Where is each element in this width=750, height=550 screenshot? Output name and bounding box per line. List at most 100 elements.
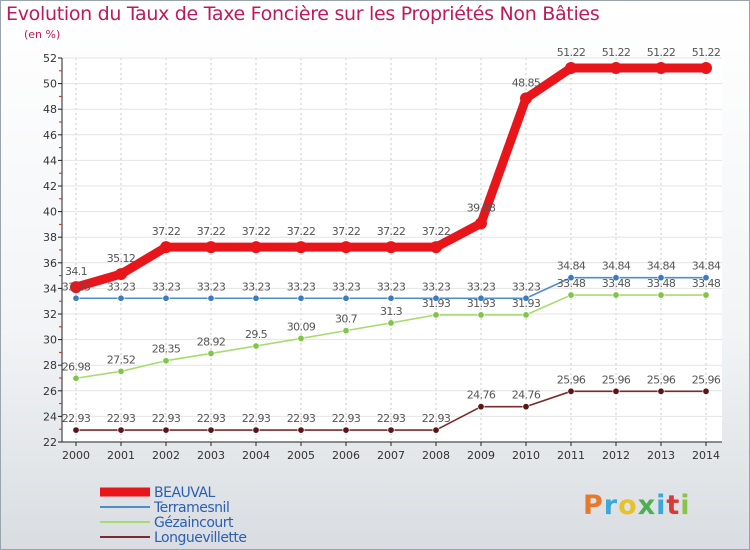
data-point: [117, 367, 125, 375]
data-point: [295, 241, 307, 254]
data-label: 33.48: [647, 277, 676, 290]
y-tick-label: 28: [43, 359, 57, 372]
y-unit-label: (en %): [24, 28, 61, 41]
data-point: [387, 294, 395, 302]
data-point: [430, 241, 442, 254]
data-point: [250, 241, 262, 254]
data-label: 37.22: [152, 225, 181, 238]
data-label: 22.93: [197, 412, 226, 425]
data-point: [160, 241, 172, 254]
data-label: 33.48: [557, 277, 586, 290]
data-point: [477, 403, 485, 411]
data-label: 22.93: [62, 412, 91, 425]
data-label: 37.22: [332, 225, 361, 238]
data-point: [610, 61, 622, 74]
y-tick-label: 36: [43, 257, 57, 270]
y-tick-label: 44: [43, 154, 57, 167]
data-point: [700, 61, 712, 74]
data-label: 35.12: [107, 252, 136, 265]
chart-title: Evolution du Taux de Taxe Foncière sur l…: [6, 3, 600, 25]
y-tick-label: 26: [43, 385, 57, 398]
x-tick-label: 2007: [377, 449, 405, 462]
data-point: [162, 357, 170, 365]
data-point: [387, 319, 395, 327]
data-label: 33.48: [692, 277, 721, 290]
x-tick-label: 2004: [242, 449, 270, 462]
data-label: 22.93: [422, 412, 451, 425]
data-label: 33.23: [287, 280, 316, 293]
data-label: 37.22: [197, 225, 226, 238]
data-point: [205, 241, 217, 254]
data-label: 33.23: [242, 280, 271, 293]
data-label: 24.76: [467, 389, 496, 402]
data-label: 37.22: [422, 225, 451, 238]
data-point: [657, 291, 665, 299]
legend-label: Terramesnil: [153, 500, 229, 516]
y-tick-label: 32: [43, 308, 57, 321]
data-label: 31.93: [512, 297, 541, 310]
data-label: 51.22: [602, 46, 631, 59]
data-point: [522, 403, 530, 411]
data-point: [432, 294, 440, 302]
data-point: [702, 387, 710, 395]
y-tick-label: 22: [43, 436, 57, 449]
data-point: [342, 327, 350, 335]
y-tick-label: 38: [43, 231, 57, 244]
data-label: 30.09: [287, 320, 316, 333]
data-point: [612, 274, 620, 282]
data-label: 33.23: [107, 280, 136, 293]
data-point: [565, 61, 577, 74]
data-label: 33.23: [377, 280, 406, 293]
data-label: 37.22: [287, 225, 316, 238]
data-label: 25.96: [602, 373, 631, 386]
data-label: 34.84: [602, 260, 631, 273]
data-point: [342, 294, 350, 302]
data-point: [477, 294, 485, 302]
data-point: [340, 241, 352, 254]
data-point: [612, 387, 620, 395]
data-point: [657, 274, 665, 282]
data-point: [432, 311, 440, 319]
data-point: [477, 311, 485, 319]
y-tick-label: 42: [43, 180, 57, 193]
data-label: 48.85: [512, 76, 541, 89]
data-label: 31.93: [422, 297, 451, 310]
data-label: 31.93: [467, 297, 496, 310]
data-point: [72, 374, 80, 382]
data-point: [72, 294, 80, 302]
data-point: [117, 294, 125, 302]
data-point: [520, 92, 532, 105]
data-point: [297, 294, 305, 302]
data-label: 29.5: [245, 328, 268, 341]
y-tick-label: 50: [43, 78, 57, 91]
data-point: [117, 426, 125, 434]
data-label: 22.93: [332, 412, 361, 425]
data-point: [522, 311, 530, 319]
y-tick-label: 34: [43, 282, 57, 295]
data-point: [72, 426, 80, 434]
data-label: 31.3: [380, 305, 403, 318]
data-point: [567, 274, 575, 282]
data-point: [342, 426, 350, 434]
data-label: 33.23: [152, 280, 181, 293]
data-point: [655, 61, 667, 74]
legend-label: Gézaincourt: [154, 515, 234, 531]
data-point: [162, 426, 170, 434]
y-tick-label: 24: [43, 410, 57, 423]
y-tick-label: 30: [43, 334, 57, 347]
x-tick-label: 2006: [332, 449, 360, 462]
data-point: [252, 426, 260, 434]
data-point: [657, 387, 665, 395]
data-label: 34.84: [647, 260, 676, 273]
data-label: 37.22: [242, 225, 271, 238]
data-label: 34.84: [557, 260, 586, 273]
data-label: 39.08: [467, 201, 496, 214]
data-label: 25.96: [557, 373, 586, 386]
data-label: 22.93: [107, 412, 136, 425]
data-label: 33.23: [467, 280, 496, 293]
y-tick-label: 46: [43, 129, 57, 142]
data-label: 26.98: [62, 360, 91, 373]
y-tick-label: 52: [43, 52, 57, 65]
data-point: [702, 291, 710, 299]
data-point: [297, 334, 305, 342]
